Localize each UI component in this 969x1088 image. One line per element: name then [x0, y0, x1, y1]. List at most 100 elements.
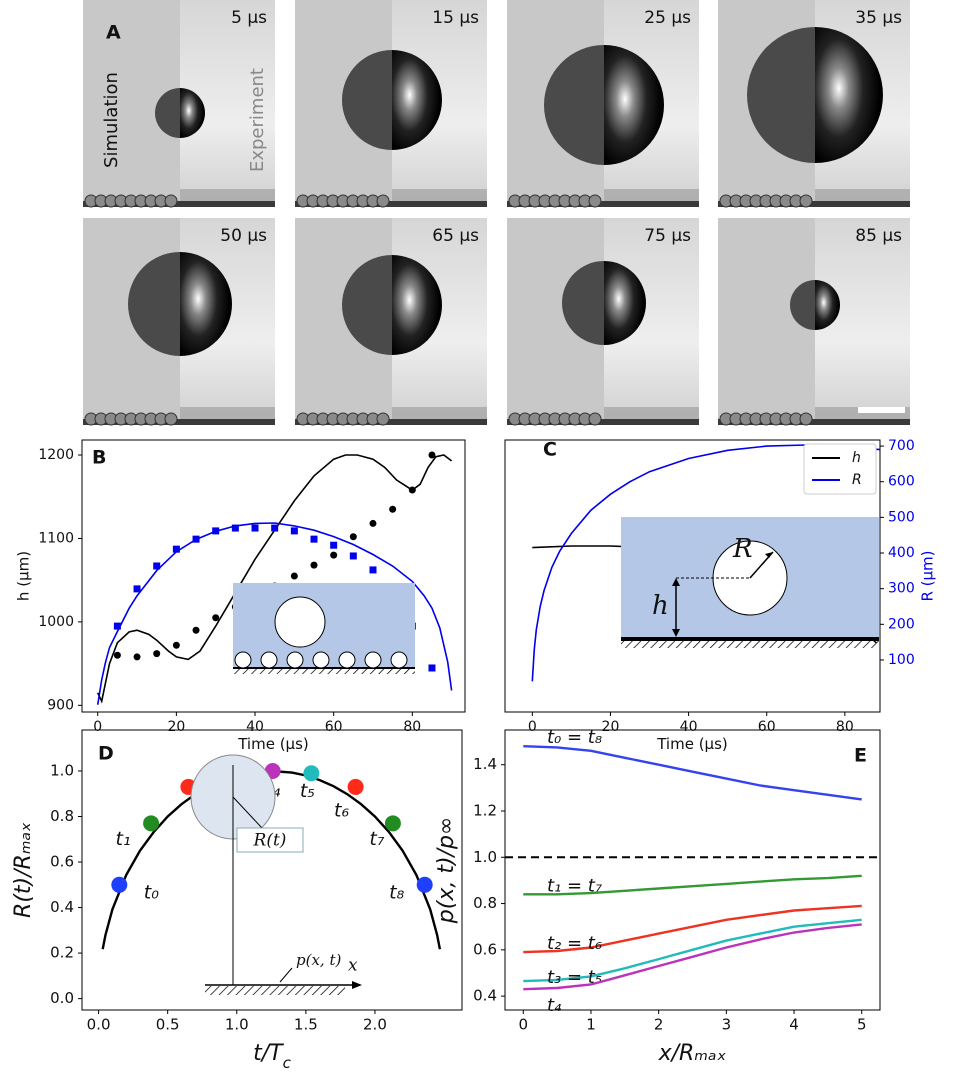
- x-tick-label: 1: [586, 1016, 596, 1034]
- point: [291, 527, 298, 534]
- time-label: 85 µs: [855, 226, 902, 246]
- page: {"panel_a":{"label":"A","simulation":"Si…: [0, 0, 969, 1088]
- x-axis-label: t/Tc: [253, 1041, 291, 1072]
- y2-tick-label: 700: [888, 438, 915, 454]
- panel-label: C: [543, 439, 557, 461]
- inset-label: x: [348, 956, 358, 976]
- point-label: t₅: [300, 780, 315, 802]
- x-tick-label: 5: [857, 1016, 867, 1034]
- bubble: [165, 413, 177, 425]
- inset-label: R(t): [253, 831, 287, 851]
- y-tick-label: 1200: [38, 447, 74, 463]
- point: [389, 506, 396, 513]
- y-tick-label: 0.0: [50, 989, 74, 1007]
- curve-label: t₀ = t₈: [547, 727, 602, 748]
- point-label: t₆: [334, 799, 349, 821]
- y2-tick-label: 600: [888, 474, 915, 490]
- x-tick-label: 0: [528, 719, 537, 735]
- x-axis-label-sub: c: [283, 1054, 292, 1072]
- x-tick-label: 60: [758, 719, 776, 735]
- y-tick-label: 1100: [38, 530, 74, 546]
- y2-tick-label: 200: [888, 616, 915, 632]
- time-label: 25 µs: [644, 8, 691, 28]
- bubble: [589, 413, 601, 425]
- point-label: t₀: [144, 881, 159, 903]
- point: [428, 452, 435, 459]
- time-label: 75 µs: [644, 226, 691, 246]
- point: [143, 815, 159, 831]
- x-tick-label: 1.5: [294, 1016, 318, 1034]
- x-tick-label: 20: [602, 719, 620, 735]
- experiment-floor: [392, 189, 487, 201]
- experiment-floor: [180, 407, 275, 419]
- bubble: [377, 195, 389, 207]
- point: [114, 652, 121, 659]
- point: [330, 552, 337, 559]
- point: [114, 623, 121, 630]
- y-tick-label: 1.0: [50, 761, 74, 779]
- y2-tick-label: 100: [888, 652, 915, 668]
- point: [409, 487, 416, 494]
- inset-drop: [275, 597, 325, 647]
- ground: [621, 641, 879, 648]
- y-tick-label: 0.4: [50, 898, 74, 916]
- point: [350, 552, 357, 559]
- y-axis-label: R(t)/Rₘₐₓ: [11, 822, 36, 918]
- point: [311, 536, 318, 543]
- inset-label: R: [732, 534, 753, 564]
- bubble: [800, 413, 812, 425]
- x-axis-label: Time (µs): [237, 735, 309, 753]
- point: [232, 525, 239, 532]
- point: [212, 614, 219, 621]
- panel-label: A: [106, 22, 121, 44]
- point: [212, 527, 219, 534]
- time-label: 5 µs: [231, 8, 267, 28]
- legend-label: h: [852, 450, 861, 466]
- point: [291, 573, 298, 580]
- point: [350, 533, 357, 540]
- time-label: 15 µs: [432, 8, 479, 28]
- x-axis-label-text: Time (µs): [237, 735, 309, 753]
- x-tick-label: 0.0: [87, 1016, 111, 1034]
- x-tick-label: 20: [167, 719, 185, 735]
- experiment-floor: [392, 407, 487, 419]
- x-tick-label: 0: [519, 1016, 529, 1034]
- point: [271, 525, 278, 532]
- x-tick-label: 4: [789, 1016, 799, 1034]
- point: [369, 520, 376, 527]
- y-tick-label: 0.8: [473, 894, 497, 912]
- point: [134, 653, 141, 660]
- y-axis-label: p(x, t)/p∞: [434, 817, 459, 924]
- point: [153, 562, 160, 569]
- insets: R h R(t) p(x, t) x: [191, 517, 879, 995]
- series-line: [523, 746, 861, 799]
- x-tick-label: 60: [325, 719, 343, 735]
- y2-tick-label: 400: [888, 545, 915, 561]
- point: [134, 585, 141, 592]
- scale-bar: [858, 407, 905, 413]
- point: [252, 525, 259, 532]
- y-tick-label: 0.2: [50, 944, 74, 962]
- figure: 5 µs15 µs25 µs35 µs50 µs65 µs75 µs85 µsA…: [0, 0, 969, 1088]
- y2-tick-label: 300: [888, 581, 915, 597]
- experiment-label: Experiment: [247, 68, 268, 172]
- time-label: 35 µs: [855, 8, 902, 28]
- bubble: [589, 195, 601, 207]
- x-tick-label: 80: [403, 719, 421, 735]
- x-tick-label: 0.5: [156, 1016, 180, 1034]
- y2-axis-label: R (µm): [919, 550, 937, 601]
- x-tick-label: 0: [93, 719, 102, 735]
- simulation-label: Simulation: [101, 72, 122, 168]
- bubble: [377, 413, 389, 425]
- curve-label: t₂ = t₆: [547, 933, 602, 954]
- y-tick-label: 900: [47, 697, 74, 713]
- point: [417, 877, 433, 893]
- x-axis-label-text: x/Rₘₐₓ: [658, 1041, 727, 1066]
- x-tick-label: 80: [836, 719, 854, 735]
- bubble: [800, 195, 812, 207]
- curve-label: t₄: [547, 995, 562, 1016]
- y-tick-label: 1.4: [473, 755, 497, 773]
- x-tick-label: 2.0: [363, 1016, 387, 1034]
- x-tick-label: 40: [680, 719, 698, 735]
